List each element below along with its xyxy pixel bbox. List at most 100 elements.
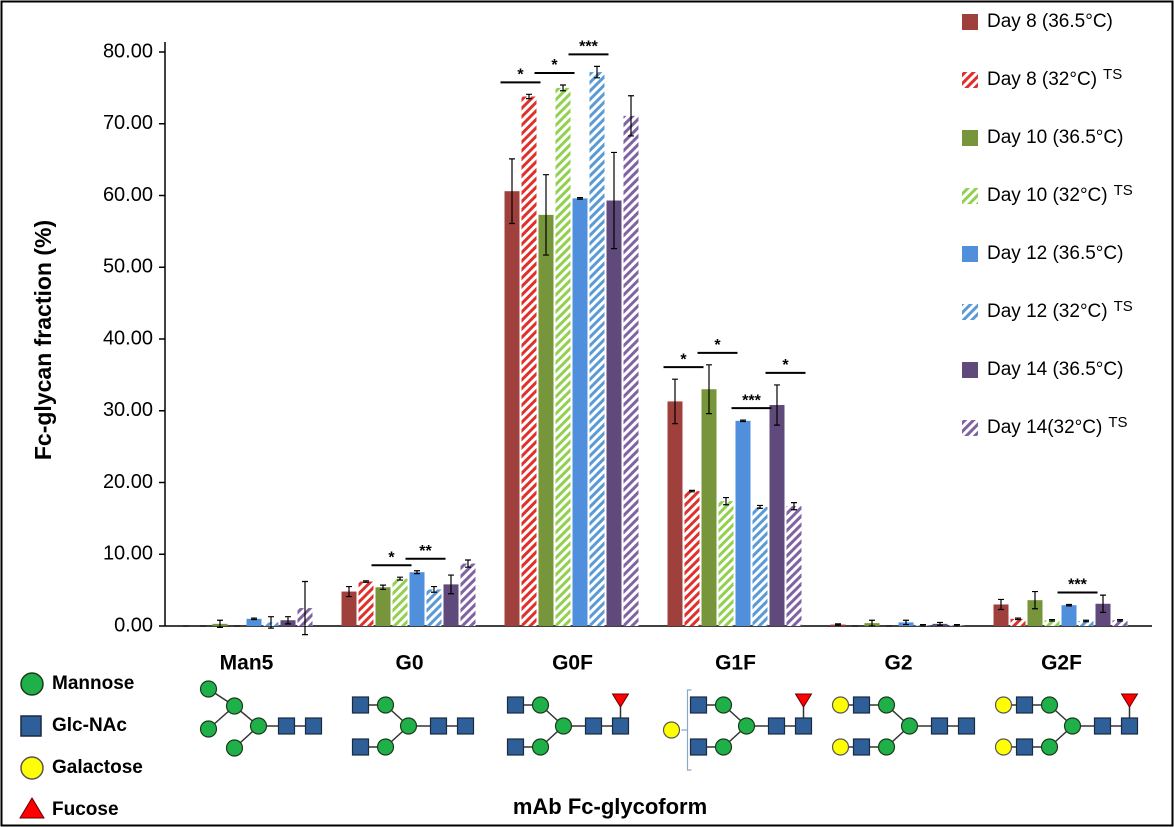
glcnac-icon	[21, 716, 41, 736]
bar	[505, 191, 520, 626]
legend-label-suffix: TS	[1108, 414, 1127, 431]
glcnac	[508, 739, 524, 755]
page: {"chart_data": {"type": "bar", "y_label"…	[0, 0, 1174, 827]
legend-label-suffix: TS	[1103, 66, 1122, 83]
mannose	[556, 718, 572, 734]
legend-swatch	[962, 72, 978, 88]
legend-label: Day 10 (36.5°C)	[987, 127, 1123, 148]
y-tick-label: 10.00	[103, 543, 153, 565]
glycan-legend-label: Galactose	[52, 757, 143, 778]
glcnac	[431, 718, 447, 734]
glcnac	[1122, 718, 1138, 734]
mannose	[716, 739, 732, 755]
bar	[393, 579, 408, 626]
glcnac	[458, 718, 474, 734]
bar	[376, 587, 391, 626]
y-tick-label: 60.00	[103, 184, 153, 206]
mannose	[378, 697, 394, 713]
x-tick-label: Man5	[220, 652, 274, 675]
glcnac	[854, 739, 870, 755]
mannose	[879, 739, 895, 755]
glycan-legend-label: Glc-NAc	[52, 715, 127, 736]
legend-swatch	[962, 362, 978, 378]
mannose	[533, 739, 549, 755]
mannose	[902, 718, 918, 734]
galactose	[664, 722, 680, 738]
significance-label: ***	[742, 392, 761, 409]
glycan-legend-label: Fucose	[52, 799, 119, 820]
glcnac	[1095, 718, 1111, 734]
glcnac	[769, 718, 785, 734]
significance-label: *	[782, 357, 789, 374]
bar	[573, 198, 588, 626]
mannose	[1065, 718, 1081, 734]
significance-label: ***	[579, 39, 598, 56]
mannose	[879, 697, 895, 713]
galactose-icon	[21, 757, 43, 779]
legend-swatch	[962, 14, 978, 30]
glcnac	[508, 697, 524, 713]
mannose	[1042, 739, 1058, 755]
glcnac	[353, 697, 369, 713]
bar	[753, 507, 768, 626]
mannose	[739, 718, 755, 734]
legend-swatch	[962, 304, 978, 320]
bar	[787, 506, 802, 626]
glcnac	[691, 739, 707, 755]
mannose	[201, 721, 217, 737]
y-tick-label: 30.00	[103, 399, 153, 421]
bar	[736, 421, 751, 626]
mannose	[201, 681, 217, 697]
legend-label-text: Day 12 (32°C)	[987, 301, 1108, 322]
legend-label: Day 8 (36.5°C)	[987, 11, 1113, 32]
bar	[1062, 605, 1077, 626]
mannose	[401, 718, 417, 734]
mannose	[227, 698, 243, 714]
bar	[624, 116, 639, 626]
glcnac	[1017, 697, 1033, 713]
mannose-icon	[21, 673, 43, 695]
significance-label: *	[680, 351, 687, 368]
galactose	[833, 739, 849, 755]
galactose	[996, 697, 1012, 713]
significance-label: *	[714, 337, 721, 354]
y-tick-label: 40.00	[103, 327, 153, 349]
x-tick-label: G0	[395, 652, 423, 675]
legend-swatch	[962, 420, 978, 436]
glcnac	[854, 697, 870, 713]
x-tick-label: G1F	[715, 652, 756, 675]
bar	[539, 215, 554, 626]
glcnac	[959, 718, 975, 734]
galactose	[996, 739, 1012, 755]
mannose	[1042, 697, 1058, 713]
glcnac	[306, 718, 322, 734]
y-tick-label: 0.00	[114, 614, 153, 636]
bar	[461, 564, 476, 626]
y-axis-title: Fc-glycan fraction (%)	[30, 220, 56, 460]
glcnac	[613, 718, 629, 734]
legend-label: Day 14 (36.5°C)	[987, 359, 1123, 380]
y-tick-label: 20.00	[103, 471, 153, 493]
bar	[702, 389, 717, 626]
mannose	[378, 739, 394, 755]
legend-swatch	[962, 246, 978, 262]
bar	[427, 589, 442, 626]
significance-label: **	[419, 543, 432, 560]
legend-label-suffix: TS	[1114, 182, 1133, 199]
legend-swatch	[962, 130, 978, 146]
legend-label-text: Day 10 (32°C)	[987, 185, 1108, 206]
legend-swatch	[962, 188, 978, 204]
legend-label-text: Day 14(32°C)	[987, 417, 1102, 438]
glcnac	[279, 718, 295, 734]
glcnac	[353, 739, 369, 755]
legend-label-suffix: TS	[1114, 298, 1133, 315]
significance-label: *	[388, 549, 395, 566]
glycan-legend-label: Mannose	[52, 673, 134, 694]
bar	[590, 72, 605, 626]
x-tick-label: G0F	[552, 652, 593, 675]
y-tick-label: 50.00	[103, 256, 153, 278]
mannose	[533, 697, 549, 713]
bar	[556, 88, 571, 626]
legend-label-text: Day 14 (36.5°C)	[987, 359, 1123, 380]
legend-label: Day 12 (36.5°C)	[987, 243, 1123, 264]
